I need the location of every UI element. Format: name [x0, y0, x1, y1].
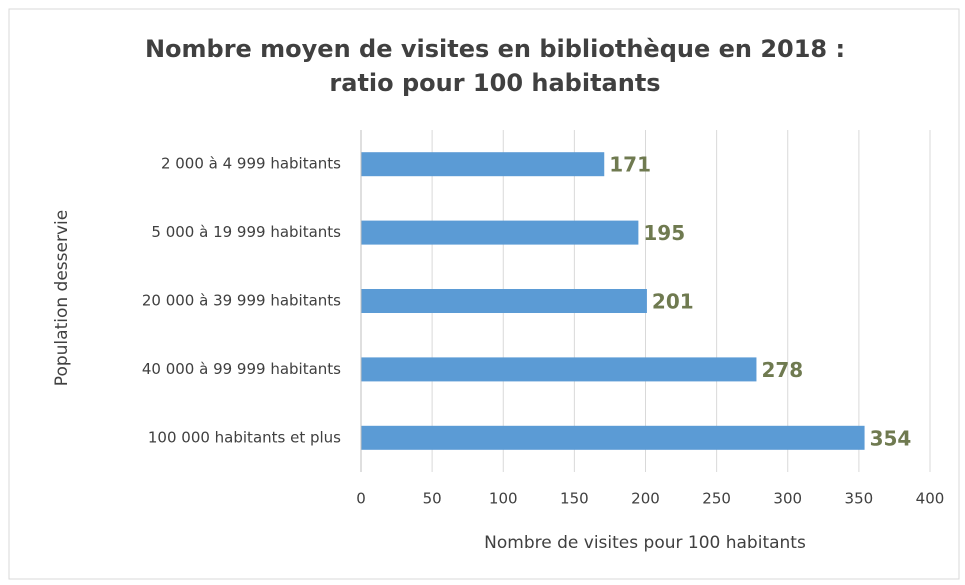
- bar: [361, 357, 757, 382]
- y-tick-label: 2 000 à 4 999 habitants: [161, 155, 341, 173]
- bar: [361, 425, 865, 450]
- x-tick-label: 100: [489, 490, 518, 508]
- y-axis-label: Population desservie: [52, 210, 72, 386]
- x-axis-label: Nombre de visites pour 100 habitants: [484, 533, 806, 553]
- bar: [361, 152, 605, 177]
- x-tick-label: 350: [845, 490, 874, 508]
- data-label: 278: [761, 358, 803, 382]
- x-tick-label: 250: [702, 490, 731, 508]
- y-tick-label: 20 000 à 39 999 habitants: [142, 292, 341, 310]
- bar: [361, 220, 639, 245]
- x-tick-label: 0: [356, 490, 366, 508]
- chart-title: Nombre moyen de visites en bibliothèque …: [145, 35, 845, 63]
- x-tick-label: 400: [916, 490, 945, 508]
- data-label: 195: [643, 221, 685, 245]
- chart-title: ratio pour 100 habitants: [329, 69, 660, 97]
- x-tick-label: 50: [423, 490, 442, 508]
- y-tick-label: 100 000 habitants et plus: [148, 428, 341, 446]
- x-tick-label: 200: [631, 490, 660, 508]
- x-tick-label: 300: [773, 490, 802, 508]
- data-label: 201: [652, 290, 694, 314]
- bar: [361, 289, 647, 313]
- y-tick-label: 40 000 à 99 999 habitants: [142, 360, 341, 378]
- x-tick-label: 150: [560, 490, 589, 508]
- data-label: 171: [609, 153, 651, 177]
- y-tick-label: 5 000 à 19 999 habitants: [151, 223, 341, 241]
- data-label: 354: [870, 426, 912, 450]
